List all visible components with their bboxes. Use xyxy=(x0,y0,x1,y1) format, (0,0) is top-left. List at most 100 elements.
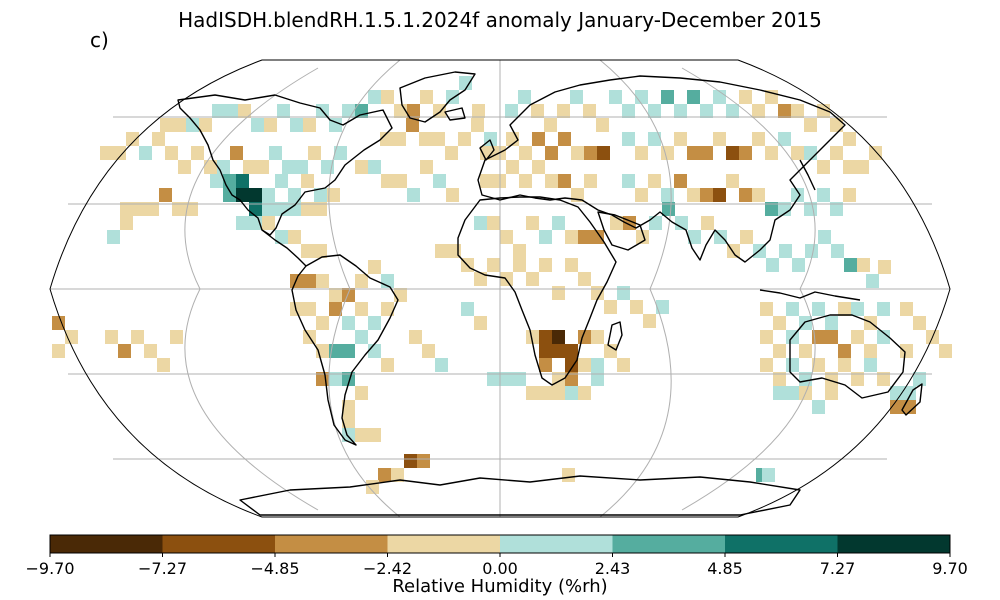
anomaly-cell xyxy=(432,132,445,146)
anomaly-cell xyxy=(779,244,792,258)
anomaly-cell xyxy=(557,104,570,118)
anomaly-cell xyxy=(900,344,913,358)
anomaly-cell xyxy=(760,302,773,316)
graticule-lon-60w xyxy=(328,59,401,518)
anomaly-cell xyxy=(329,372,342,386)
anomaly-cell xyxy=(236,188,249,202)
anomaly-cell xyxy=(342,104,355,118)
anomaly-cell xyxy=(913,316,926,330)
colorbar-tick-label: 7.27 xyxy=(819,559,856,578)
colorbar-tick-label: 0.00 xyxy=(482,559,518,578)
anomaly-cell xyxy=(230,146,243,160)
anomaly-cell xyxy=(830,202,843,216)
anomaly-cell xyxy=(825,330,838,344)
anomaly-cell xyxy=(393,132,406,146)
anomaly-cell xyxy=(752,104,765,118)
anomaly-cell xyxy=(805,244,818,258)
anomaly-cell xyxy=(799,372,812,386)
anomaly-cell xyxy=(584,174,597,188)
anomaly-cell xyxy=(778,104,791,118)
anomaly-cell xyxy=(539,330,552,344)
coast-arabia xyxy=(597,211,646,251)
anomaly-cell xyxy=(157,358,170,372)
anomaly-cell xyxy=(105,330,118,344)
anomaly-cell xyxy=(700,188,713,202)
anomaly-cell xyxy=(513,258,526,272)
anomaly-cell xyxy=(513,372,526,386)
anomaly-cell xyxy=(500,372,513,386)
anomaly-cell xyxy=(407,188,420,202)
anomaly-cell xyxy=(622,104,635,118)
anomaly-cell xyxy=(591,358,604,372)
anomaly-cell xyxy=(288,230,301,244)
anomaly-cell xyxy=(661,188,674,202)
anomaly-cell xyxy=(766,258,779,272)
anomaly-cell xyxy=(303,302,316,316)
anomaly-cell xyxy=(635,146,648,160)
anomaly-cell xyxy=(565,344,578,358)
anomaly-cell xyxy=(295,160,308,174)
anomaly-cell xyxy=(472,104,485,118)
anomaly-cell xyxy=(513,244,526,258)
anomaly-cell xyxy=(144,344,157,358)
anomaly-cell xyxy=(890,400,903,414)
anomaly-cell xyxy=(461,302,474,316)
anomaly-cell xyxy=(857,258,870,272)
anomaly-cell xyxy=(792,258,805,272)
anomaly-cell xyxy=(275,230,288,244)
colorbar-label: Relative Humidity (%rh) xyxy=(392,576,608,597)
anomaly-cell xyxy=(760,330,773,344)
anomaly-cell xyxy=(687,90,700,104)
anomaly-cell xyxy=(740,230,753,244)
anomaly-cell xyxy=(526,330,539,344)
anomaly-cell xyxy=(864,344,877,358)
anomaly-cell xyxy=(591,330,604,344)
anomaly-cell xyxy=(636,230,649,244)
colorbar-segment xyxy=(50,535,163,553)
anomaly-cell xyxy=(288,188,301,202)
anomaly-cell xyxy=(675,216,688,230)
anomaly-cell xyxy=(726,174,739,188)
anomaly-cell xyxy=(799,316,812,330)
anomaly-cell xyxy=(752,132,765,146)
anomaly-cell xyxy=(107,230,120,244)
anomaly-cell xyxy=(435,358,448,372)
coast-africa xyxy=(457,196,617,386)
anomaly-cell xyxy=(648,104,661,118)
anomaly-cell xyxy=(596,118,609,132)
anomaly-cell xyxy=(843,188,856,202)
anomaly-cell xyxy=(838,344,851,358)
anomaly-cell xyxy=(818,230,831,244)
anomaly-cell xyxy=(404,454,417,468)
anomaly-cell xyxy=(314,244,327,258)
anomaly-cell xyxy=(562,468,575,482)
map-outline xyxy=(49,59,951,518)
anomaly-cell xyxy=(160,118,173,132)
anomaly-cell xyxy=(381,302,394,316)
anomaly-cell xyxy=(773,316,786,330)
anomaly-cell xyxy=(648,132,661,146)
anomaly-cell xyxy=(804,118,817,132)
anomaly-cell xyxy=(552,386,565,400)
anomaly-cell xyxy=(799,344,812,358)
anomaly-cell xyxy=(877,372,890,386)
anomaly-cell xyxy=(713,90,726,104)
anomaly-cell xyxy=(301,174,314,188)
anomaly-cell xyxy=(739,146,752,160)
anomaly-cell xyxy=(622,174,635,188)
colorbar-segment xyxy=(275,535,388,553)
anomaly-cell xyxy=(578,358,591,372)
anomaly-cell xyxy=(532,132,545,146)
anomaly-cell xyxy=(812,358,825,372)
anomaly-cell xyxy=(458,132,471,146)
anomaly-cell xyxy=(178,160,191,174)
anomaly-cell xyxy=(381,174,394,188)
colorbar-segment xyxy=(387,535,501,553)
anomaly-cell xyxy=(765,202,778,216)
anomaly-cell xyxy=(526,386,539,400)
anomaly-cell xyxy=(381,358,394,372)
anomaly-cell xyxy=(355,428,368,442)
colorbar-segment xyxy=(162,535,276,553)
anomaly-cell xyxy=(791,104,804,118)
coast-antarctica xyxy=(239,475,801,516)
